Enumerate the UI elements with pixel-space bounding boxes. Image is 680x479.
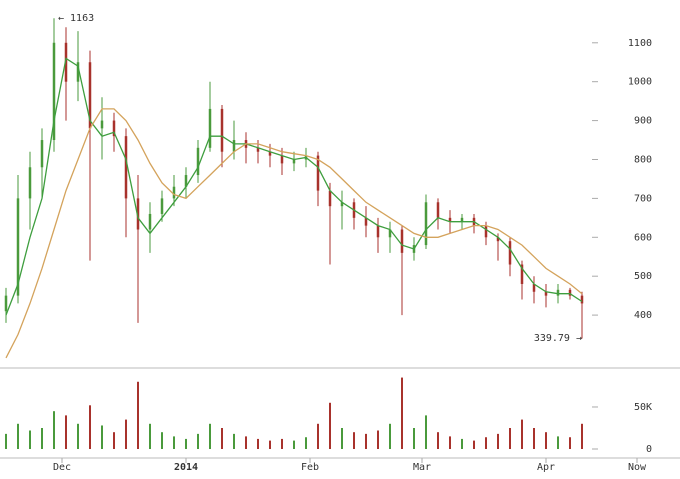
- x-tick-label: Dec: [53, 462, 71, 473]
- y-tick-label: 800: [634, 154, 652, 165]
- y-tick-label: 400: [634, 310, 652, 321]
- moving-average: [5, 57, 583, 316]
- volume-tick-label: 50K: [634, 402, 652, 413]
- volume-tick-label: 0: [646, 444, 652, 455]
- annotation-high: ← 1163: [58, 13, 94, 24]
- x-tick-label: Feb: [301, 462, 319, 473]
- y-tick-label: 500: [634, 271, 652, 282]
- y-tick-label: 600: [634, 232, 652, 243]
- y-tick-label: 900: [634, 116, 652, 127]
- y-tick-label: 1100: [628, 38, 652, 49]
- x-tick-label: Now: [628, 462, 647, 473]
- moving-average: [5, 108, 583, 359]
- y-tick-label: 700: [634, 193, 652, 204]
- x-tick-label: Apr: [537, 462, 555, 473]
- y-tick-label: 1000: [628, 77, 652, 88]
- x-tick-label: 2014: [174, 462, 198, 473]
- annotation-low: 339.79 →: [534, 333, 582, 344]
- x-tick-label: Mar: [413, 462, 431, 473]
